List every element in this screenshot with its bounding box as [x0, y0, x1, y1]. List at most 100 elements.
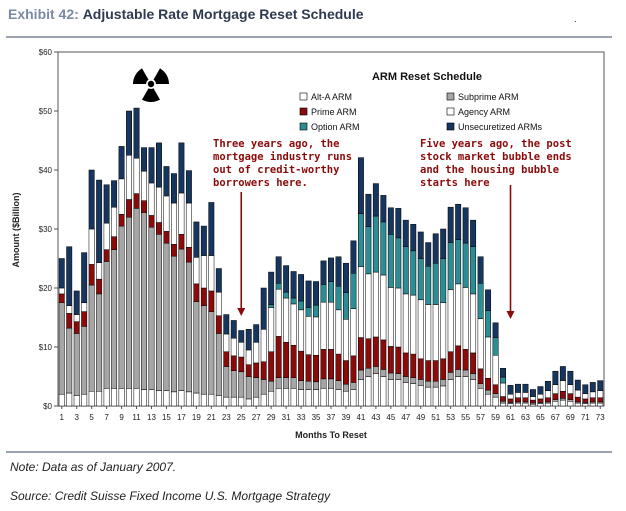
bar-segment-alt_a-month-6: [96, 391, 103, 407]
x-tick-label: 7: [104, 413, 109, 422]
bar-segment-subprime-month-54: [455, 369, 462, 377]
bar-segment-agency-month-40: [350, 308, 357, 357]
x-tick-label: 3: [74, 413, 79, 422]
bar-segment-subprime-month-48: [410, 377, 417, 384]
bar-segment-subprime-month-58: [485, 389, 492, 395]
bar-segment-agency-month-67: [552, 384, 559, 394]
bar-segment-agency-month-50: [425, 304, 432, 361]
bar-segment-subprime-month-14: [156, 234, 162, 391]
bar-segment-agency-month-43: [372, 271, 379, 338]
bar-segment-agency-month-47: [402, 293, 409, 354]
bar-segment-option-month-48: [410, 250, 417, 296]
bar-segment-prime-month-40: [350, 355, 357, 383]
bar-segment-subprime-month-26: [245, 376, 252, 400]
data-note: Note: Data as of January 2007.: [10, 460, 177, 474]
bar-segment-subprime-month-57: [477, 383, 484, 389]
bar-segment-prime-month-8: [111, 236, 118, 250]
bar-segment-option-month-58: [485, 310, 492, 338]
bar-segment-subprime-month-2: [66, 327, 73, 394]
bar-segment-prime-month-19: [193, 283, 200, 302]
bar-segment-alt_a-month-54: [455, 376, 462, 407]
bar-segment-alt_a-month-20: [200, 393, 207, 407]
bar-segment-unsecuritized-month-7: [103, 184, 110, 224]
annotation-line: borrowers here.: [213, 177, 308, 189]
bar-segment-subprime-month-42: [365, 367, 372, 377]
y-tick-label: $20: [39, 284, 53, 293]
bar-segment-subprime-month-24: [230, 370, 237, 398]
bar-segment-alt_a-month-50: [425, 386, 432, 407]
bar-segment-unsecuritized-month-50: [425, 242, 432, 267]
bar-segment-unsecuritized-month-13: [148, 147, 155, 184]
bar-segment-unsecuritized-month-25: [238, 330, 245, 343]
bar-segment-subprime-month-37: [328, 378, 334, 389]
bar-segment-subprime-month-59: [492, 393, 499, 398]
bar-segment-alt_a-month-18: [185, 391, 192, 407]
bar-segment-prime-month-21: [208, 290, 215, 312]
bar-segment-prime-month-28: [260, 361, 267, 380]
bar-segment-agency-month-8: [111, 206, 118, 237]
x-tick-label: 35: [312, 413, 321, 422]
y-tick-label: $50: [39, 107, 53, 116]
bar-segment-alt_a-month-29: [268, 391, 275, 407]
bar-segment-alt_a-month-39: [343, 391, 349, 407]
x-tick-label: 1: [60, 413, 65, 422]
bar-segment-unsecuritized-month-5: [88, 169, 95, 230]
bar-segment-prime-month-64: [530, 399, 536, 404]
bar-segment-agency-month-3: [73, 314, 80, 322]
bar-segment-alt_a-month-44: [380, 376, 387, 407]
bar-segment-alt_a-month-34: [305, 389, 312, 407]
bar-segment-agency-month-26: [245, 349, 252, 365]
bar-segment-subprime-month-49: [417, 379, 424, 386]
annotation-line: stock market bubble ends: [420, 151, 572, 163]
bar-segment-alt_a-month-1: [58, 393, 65, 407]
bar-segment-alt_a-month-56: [470, 379, 477, 407]
bar-segment-option-month-39: [343, 292, 349, 320]
bar-segment-prime-month-18: [185, 247, 192, 263]
bar-segment-subprime-month-44: [380, 369, 387, 377]
bar-segment-agency-month-63: [522, 392, 529, 398]
bar-segment-agency-month-38: [335, 309, 342, 355]
bar-segment-subprime-month-23: [223, 366, 230, 398]
bar-segment-agency-month-33: [298, 309, 305, 352]
bar-segment-agency-month-25: [238, 342, 245, 358]
bar-series-group: [58, 107, 604, 407]
bottom-divider: [6, 451, 612, 453]
annotation-line: Three years ago, the: [213, 138, 339, 150]
bar-segment-prime-month-27: [253, 362, 260, 378]
bar-segment-unsecuritized-month-58: [485, 289, 492, 311]
bar-segment-agency-month-60: [500, 382, 506, 397]
bar-segment-subprime-month-32: [290, 377, 297, 389]
x-tick-label: 49: [416, 413, 425, 422]
bar-segment-subprime-month-51: [432, 380, 439, 388]
bar-segment-option-month-36: [320, 284, 327, 303]
bar-segment-prime-month-45: [387, 346, 394, 374]
bar-segment-agency-month-53: [447, 289, 454, 352]
bar-segment-option-month-40: [350, 273, 357, 309]
bar-segment-unsecuritized-month-72: [589, 382, 596, 393]
bar-segment-prime-month-25: [238, 356, 245, 373]
bar-segment-unsecuritized-month-59: [492, 322, 499, 338]
x-tick-label: 9: [119, 413, 124, 422]
y-tick-label: $30: [39, 225, 53, 234]
bar-segment-unsecuritized-month-32: [290, 271, 297, 299]
bar-segment-prime-month-14: [156, 222, 162, 235]
bar-segment-alt_a-month-19: [193, 392, 200, 407]
chart-title: ARM Reset Schedule: [372, 71, 482, 83]
legend-swatch-alt_a: [299, 92, 308, 101]
bar-segment-alt_a-month-67: [552, 401, 559, 407]
bar-segment-agency-month-1: [58, 287, 65, 295]
bar-segment-unsecuritized-month-56: [470, 219, 477, 247]
bar-segment-unsecuritized-month-42: [365, 193, 372, 227]
bar-segment-unsecuritized-month-55: [462, 207, 469, 244]
bar-segment-alt_a-month-45: [387, 379, 394, 407]
x-tick-label: 17: [177, 413, 186, 422]
bar-segment-alt_a-month-72: [589, 402, 596, 407]
bar-segment-subprime-month-46: [395, 373, 402, 380]
bar-segment-unsecuritized-month-53: [447, 206, 454, 243]
bar-segment-alt_a-month-42: [365, 376, 372, 407]
bar-segment-prime-month-38: [335, 353, 342, 381]
bar-segment-prime-month-17: [178, 234, 185, 250]
bar-segment-alt_a-month-59: [492, 396, 499, 407]
x-tick-label: 31: [282, 413, 291, 422]
bar-segment-unsecuritized-month-60: [500, 367, 506, 378]
